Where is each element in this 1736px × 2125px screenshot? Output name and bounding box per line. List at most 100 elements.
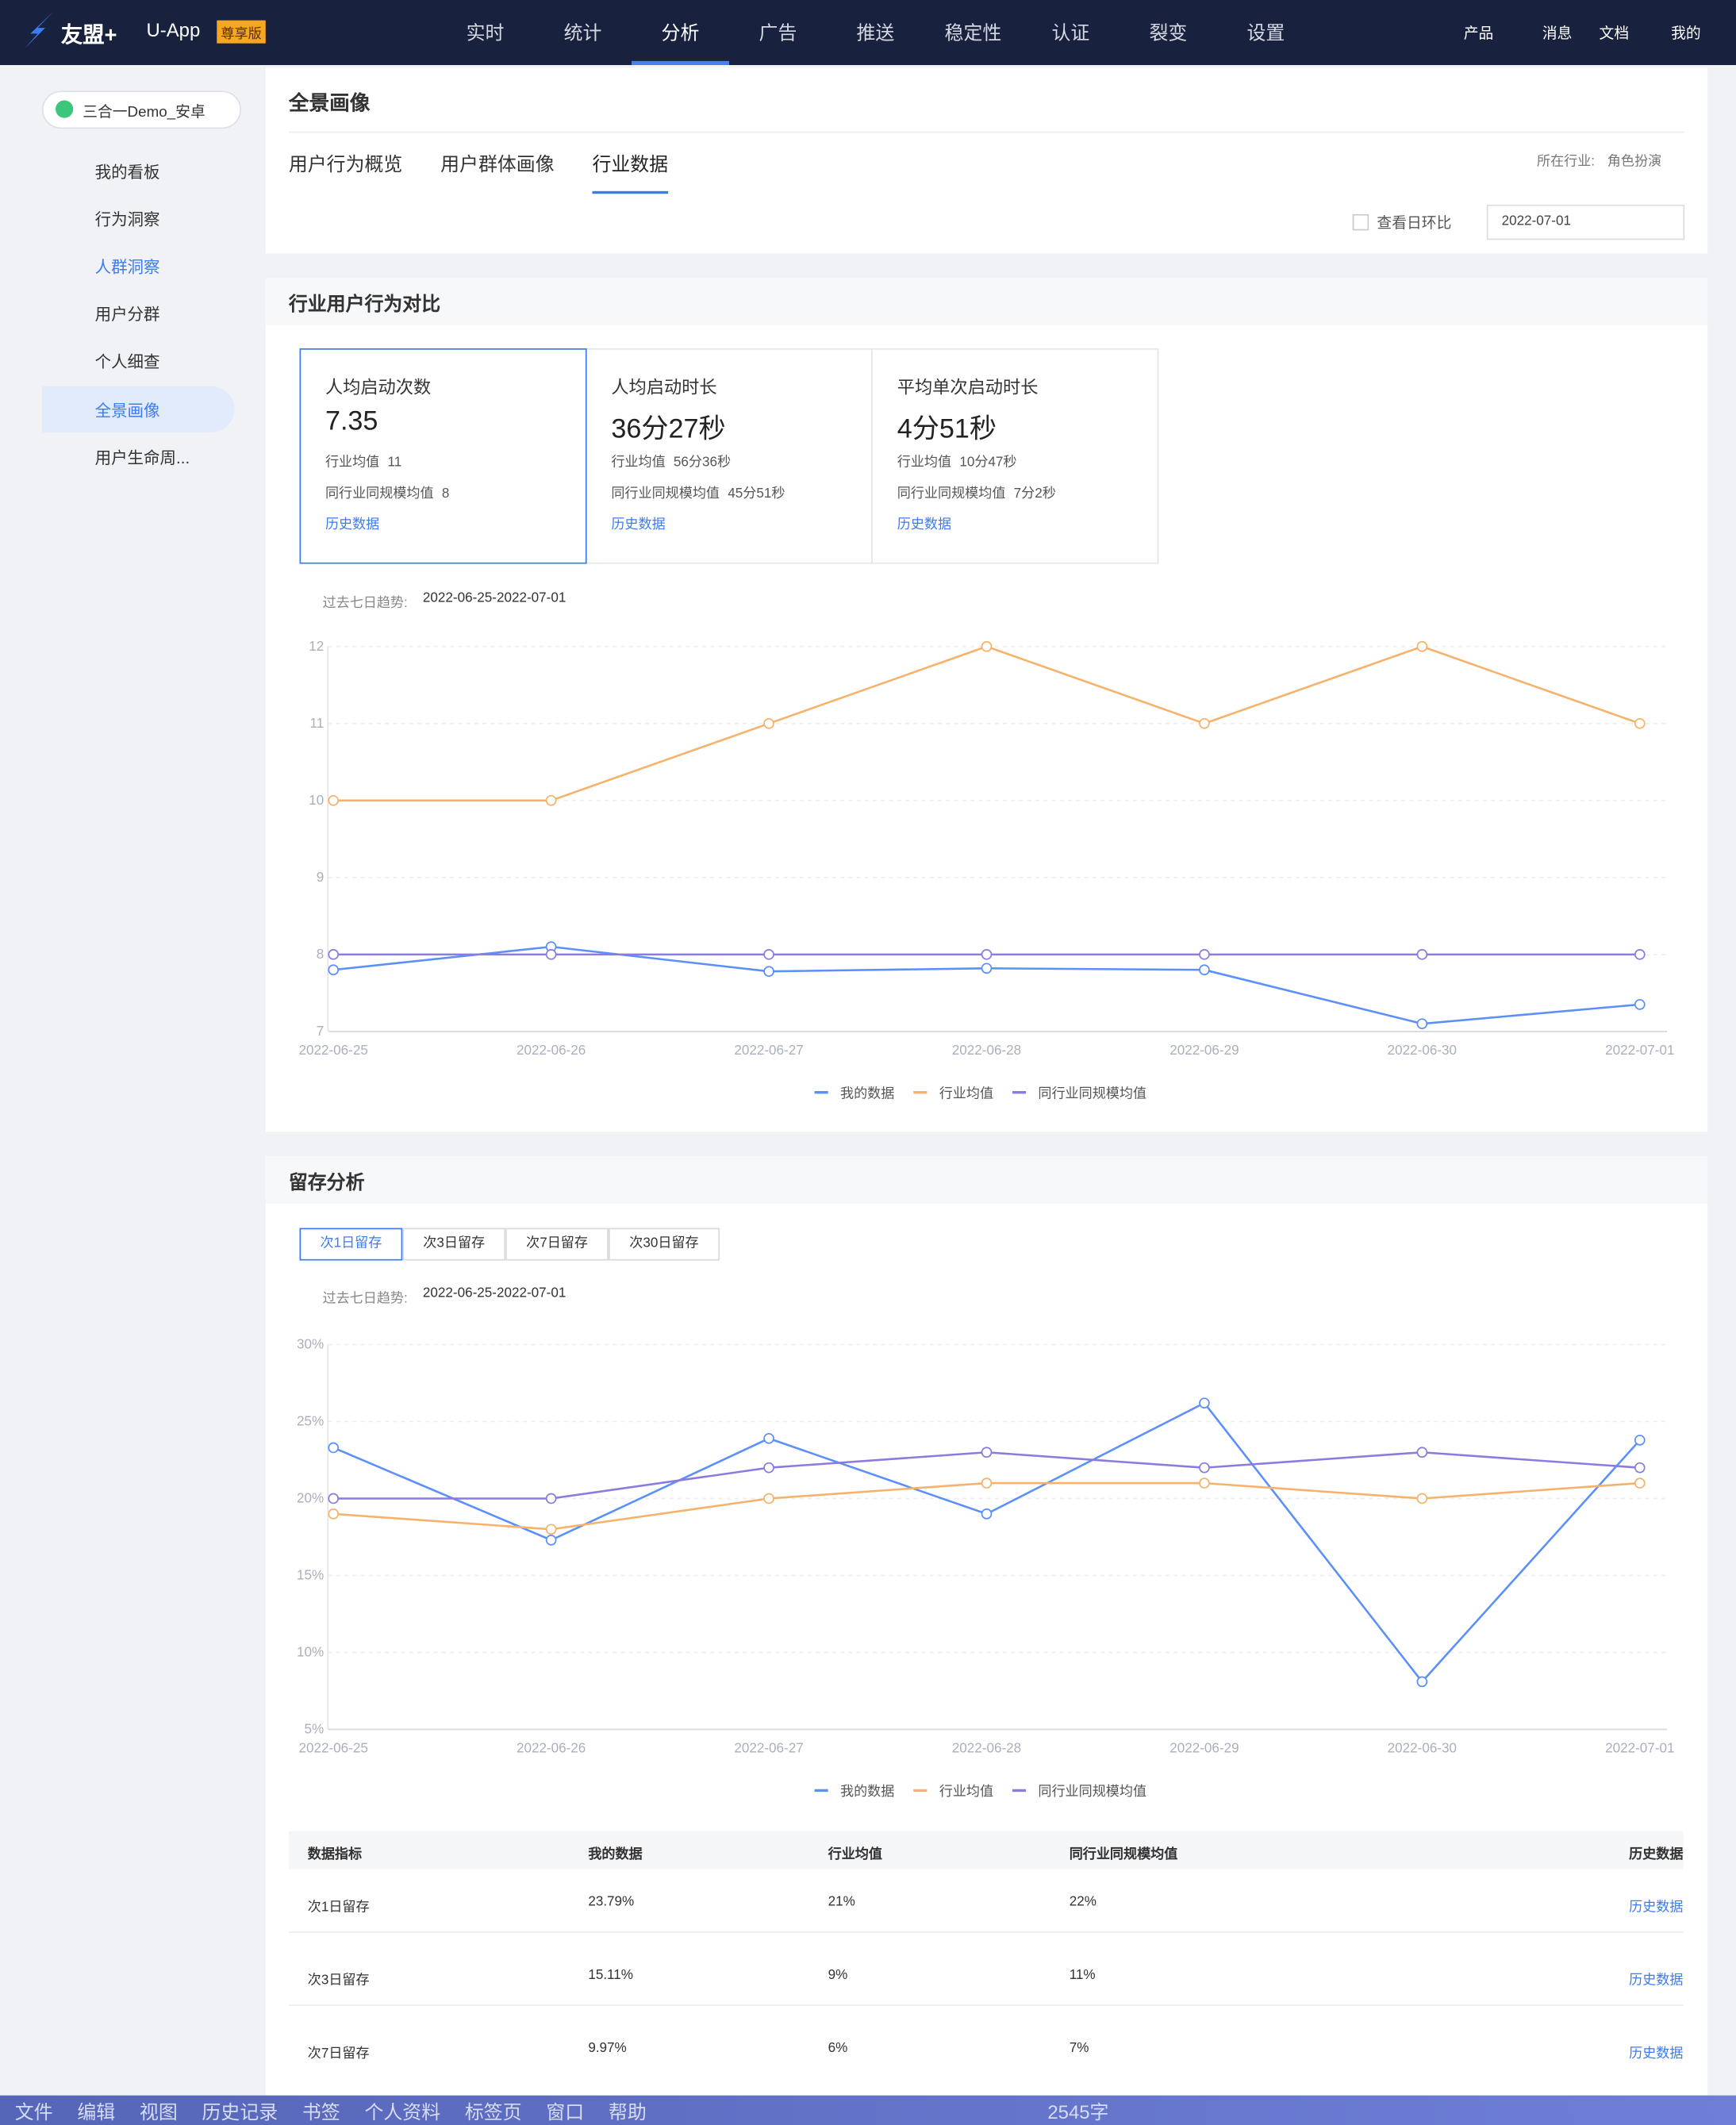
task-menu-item[interactable]: 窗口 bbox=[546, 2100, 585, 2123]
series-line bbox=[332, 1401, 1641, 1684]
point bbox=[1416, 1447, 1428, 1458]
industry[interactable]: 角色扮演 bbox=[1607, 154, 1662, 170]
retention-tab[interactable]: 次3日留存 bbox=[402, 1228, 506, 1261]
menu-item[interactable]: 裂变 bbox=[1149, 21, 1188, 44]
metric-avg: 10分47秒 bbox=[959, 455, 1017, 471]
app-select[interactable]: 三合一Demo_安卓 bbox=[41, 90, 242, 129]
th: 同行业同规模均值 bbox=[1069, 1847, 1178, 1862]
side-item[interactable]: 个人细查 bbox=[94, 352, 160, 372]
date-picker[interactable]: 2022-07-01 bbox=[1486, 204, 1685, 240]
metric-card[interactable]: 人均启动次数 7.35 行业均值 11 同行业同规模均值 8 历史数据 bbox=[299, 348, 587, 564]
tab[interactable]: 用户行为概览 bbox=[288, 153, 403, 175]
legend-label[interactable]: 同行业同规模均值 bbox=[1038, 1086, 1146, 1101]
section-title: 留存分析 bbox=[288, 1170, 365, 1193]
td[interactable]: 历史数据 bbox=[1629, 1900, 1684, 1916]
side-item[interactable]: 用户生命周... bbox=[94, 448, 190, 468]
y-tick-label: 7 bbox=[317, 1024, 325, 1039]
tab[interactable]: 行业数据 bbox=[592, 151, 669, 194]
task-menu-item[interactable]: 书签 bbox=[301, 2100, 340, 2123]
row-divider bbox=[288, 2004, 1684, 2006]
menu-item[interactable]: 稳定性 bbox=[944, 21, 1002, 44]
side-item[interactable]: 全景画像 bbox=[94, 401, 160, 421]
td: 6% bbox=[828, 2041, 848, 2057]
side-item[interactable]: 人群洞察 bbox=[94, 257, 160, 277]
point bbox=[763, 949, 774, 960]
tab[interactable]: 用户群体画像 bbox=[440, 153, 555, 175]
chart: 5% 10% 15% 20% 25% 30% 2022-06-25 2022-06-26 202… bbox=[297, 1337, 1674, 1800]
task-menu-item[interactable]: 标签页 bbox=[464, 2100, 522, 2123]
app-icon bbox=[56, 100, 74, 118]
nav-link[interactable]: 产品 bbox=[1463, 25, 1494, 42]
legend-label[interactable]: 同行业同规模均值 bbox=[1038, 1784, 1146, 1799]
legend-label[interactable]: 行业均值 bbox=[939, 1784, 993, 1799]
y-tick-label: 10% bbox=[297, 1645, 324, 1660]
th: 行业均值 bbox=[828, 1847, 882, 1862]
task-menu-item[interactable]: 个人资料 bbox=[364, 2100, 441, 2123]
history-link[interactable]: 历史数据 bbox=[611, 517, 666, 533]
point bbox=[1634, 1478, 1646, 1489]
menu-item[interactable]: 分析 bbox=[632, 0, 729, 65]
metric-value: 7.35 bbox=[325, 406, 378, 437]
series-line bbox=[333, 1481, 1640, 1531]
task-menu-item[interactable]: 编辑 bbox=[77, 2100, 116, 2123]
task-menu-item[interactable]: 帮助 bbox=[608, 2100, 647, 2123]
side-item[interactable]: 行为洞察 bbox=[94, 209, 160, 229]
metric-card[interactable]: 平均单次启动时长 4分51秒 行业均值 10分47秒 同行业同规模均值 7分2秒 历史数据 bbox=[871, 348, 1159, 564]
history-link[interactable]: 历史数据 bbox=[897, 517, 952, 533]
menu-item[interactable]: 统计 bbox=[563, 21, 602, 44]
menu-item[interactable]: 推送 bbox=[856, 21, 895, 44]
metric-row: 同行业同规模均值 7分2秒 bbox=[897, 481, 1056, 501]
metric-name: 平均单次启动时长 bbox=[897, 376, 1039, 398]
td: 15.11% bbox=[588, 1968, 634, 1983]
x-tick-label: 2022-06-28 bbox=[952, 1043, 1021, 1058]
retention-tab[interactable]: 次7日留存 bbox=[505, 1228, 609, 1261]
metric-label: 行业均值 bbox=[611, 455, 666, 471]
menu-item[interactable]: 认证 bbox=[1051, 21, 1090, 44]
header-panel: 全景画像 用户行为概览 用户群体画像 行业数据 所在行业: 角色扮演 查看日环比… bbox=[265, 67, 1708, 254]
legend-label[interactable]: 行业均值 bbox=[939, 1086, 993, 1101]
point bbox=[545, 1524, 557, 1535]
task-menu-item[interactable]: 文件 bbox=[14, 2100, 53, 2123]
task-menu-item[interactable]: 视图 bbox=[139, 2100, 178, 2123]
td: 7% bbox=[1069, 2041, 1089, 2057]
point bbox=[763, 1432, 774, 1444]
legend-label[interactable]: 我的数据 bbox=[840, 1784, 894, 1799]
nav-link[interactable]: 消息 bbox=[1542, 25, 1573, 42]
retention-tab[interactable]: 次30日留存 bbox=[608, 1228, 720, 1261]
side-item[interactable]: 用户分群 bbox=[94, 305, 160, 325]
section-bar: 留存分析 bbox=[265, 1156, 1708, 1204]
legend-label[interactable]: 我的数据 bbox=[840, 1086, 894, 1101]
point bbox=[1199, 1462, 1210, 1474]
menu-item[interactable]: 设置 bbox=[1246, 21, 1285, 44]
brand[interactable]: 友盟+ bbox=[60, 24, 117, 48]
section-bar: 行业用户行为对比 bbox=[265, 278, 1708, 325]
x-tick-label: 2022-06-26 bbox=[517, 1043, 586, 1058]
x-tick-label: 2022-06-28 bbox=[952, 1741, 1021, 1756]
metric-card[interactable]: 人均启动时长 36分27秒 行业均值 56分36秒 同行业同规模均值 45分51秒 历史数据 bbox=[585, 348, 874, 564]
td: 23.79% bbox=[588, 1894, 635, 1910]
metric-peer: 8 bbox=[441, 486, 450, 501]
y-tick-label: 12 bbox=[309, 639, 324, 654]
nav-link[interactable]: 我的 bbox=[1671, 25, 1701, 42]
side-active bbox=[41, 386, 235, 432]
point bbox=[1634, 999, 1646, 1010]
point bbox=[328, 794, 340, 806]
menu-item[interactable]: 广告 bbox=[759, 21, 797, 44]
behavior-panel bbox=[265, 325, 1708, 1132]
task-menu-item[interactable]: 历史记录 bbox=[202, 2100, 278, 2123]
retention-tab[interactable]: 次1日留存 bbox=[299, 1228, 403, 1261]
td[interactable]: 历史数据 bbox=[1629, 1973, 1684, 1989]
point bbox=[763, 1493, 774, 1504]
point bbox=[1634, 1462, 1646, 1474]
history-link[interactable]: 历史数据 bbox=[325, 517, 380, 533]
td: 次3日留存 bbox=[307, 1973, 370, 1989]
checkbox[interactable] bbox=[1352, 213, 1369, 231]
y-tick-label: 30% bbox=[297, 1337, 324, 1352]
menu-item[interactable]: 实时 bbox=[466, 21, 505, 44]
point bbox=[1199, 964, 1210, 976]
nav-link[interactable]: 文档 bbox=[1599, 25, 1630, 42]
metric-row: 同行业同规模均值 45分51秒 bbox=[611, 481, 785, 501]
side-item[interactable]: 我的看板 bbox=[94, 162, 160, 182]
td[interactable]: 历史数据 bbox=[1629, 2046, 1684, 2062]
